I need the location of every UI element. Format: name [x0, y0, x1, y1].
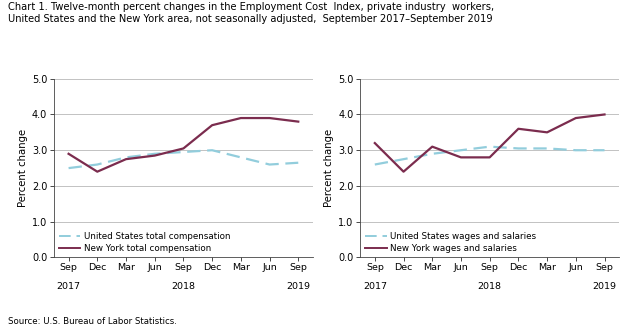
- Text: 2017: 2017: [363, 282, 387, 291]
- Legend: United States total compensation, New York total compensation: United States total compensation, New Yo…: [59, 233, 230, 253]
- Text: 2019: 2019: [593, 282, 616, 291]
- Text: 2017: 2017: [57, 282, 80, 291]
- Y-axis label: Percent change: Percent change: [18, 129, 27, 207]
- Text: Source: U.S. Bureau of Labor Statistics.: Source: U.S. Bureau of Labor Statistics.: [8, 318, 177, 326]
- Text: 2018: 2018: [478, 282, 501, 291]
- Y-axis label: Percent change: Percent change: [324, 129, 334, 207]
- Legend: United States wages and salaries, New York wages and salaries: United States wages and salaries, New Yo…: [365, 233, 537, 253]
- Text: 2018: 2018: [172, 282, 195, 291]
- Text: 2019: 2019: [286, 282, 310, 291]
- Text: Chart 1. Twelve-month percent changes in the Employment Cost  Index, private ind: Chart 1. Twelve-month percent changes in…: [8, 2, 494, 25]
